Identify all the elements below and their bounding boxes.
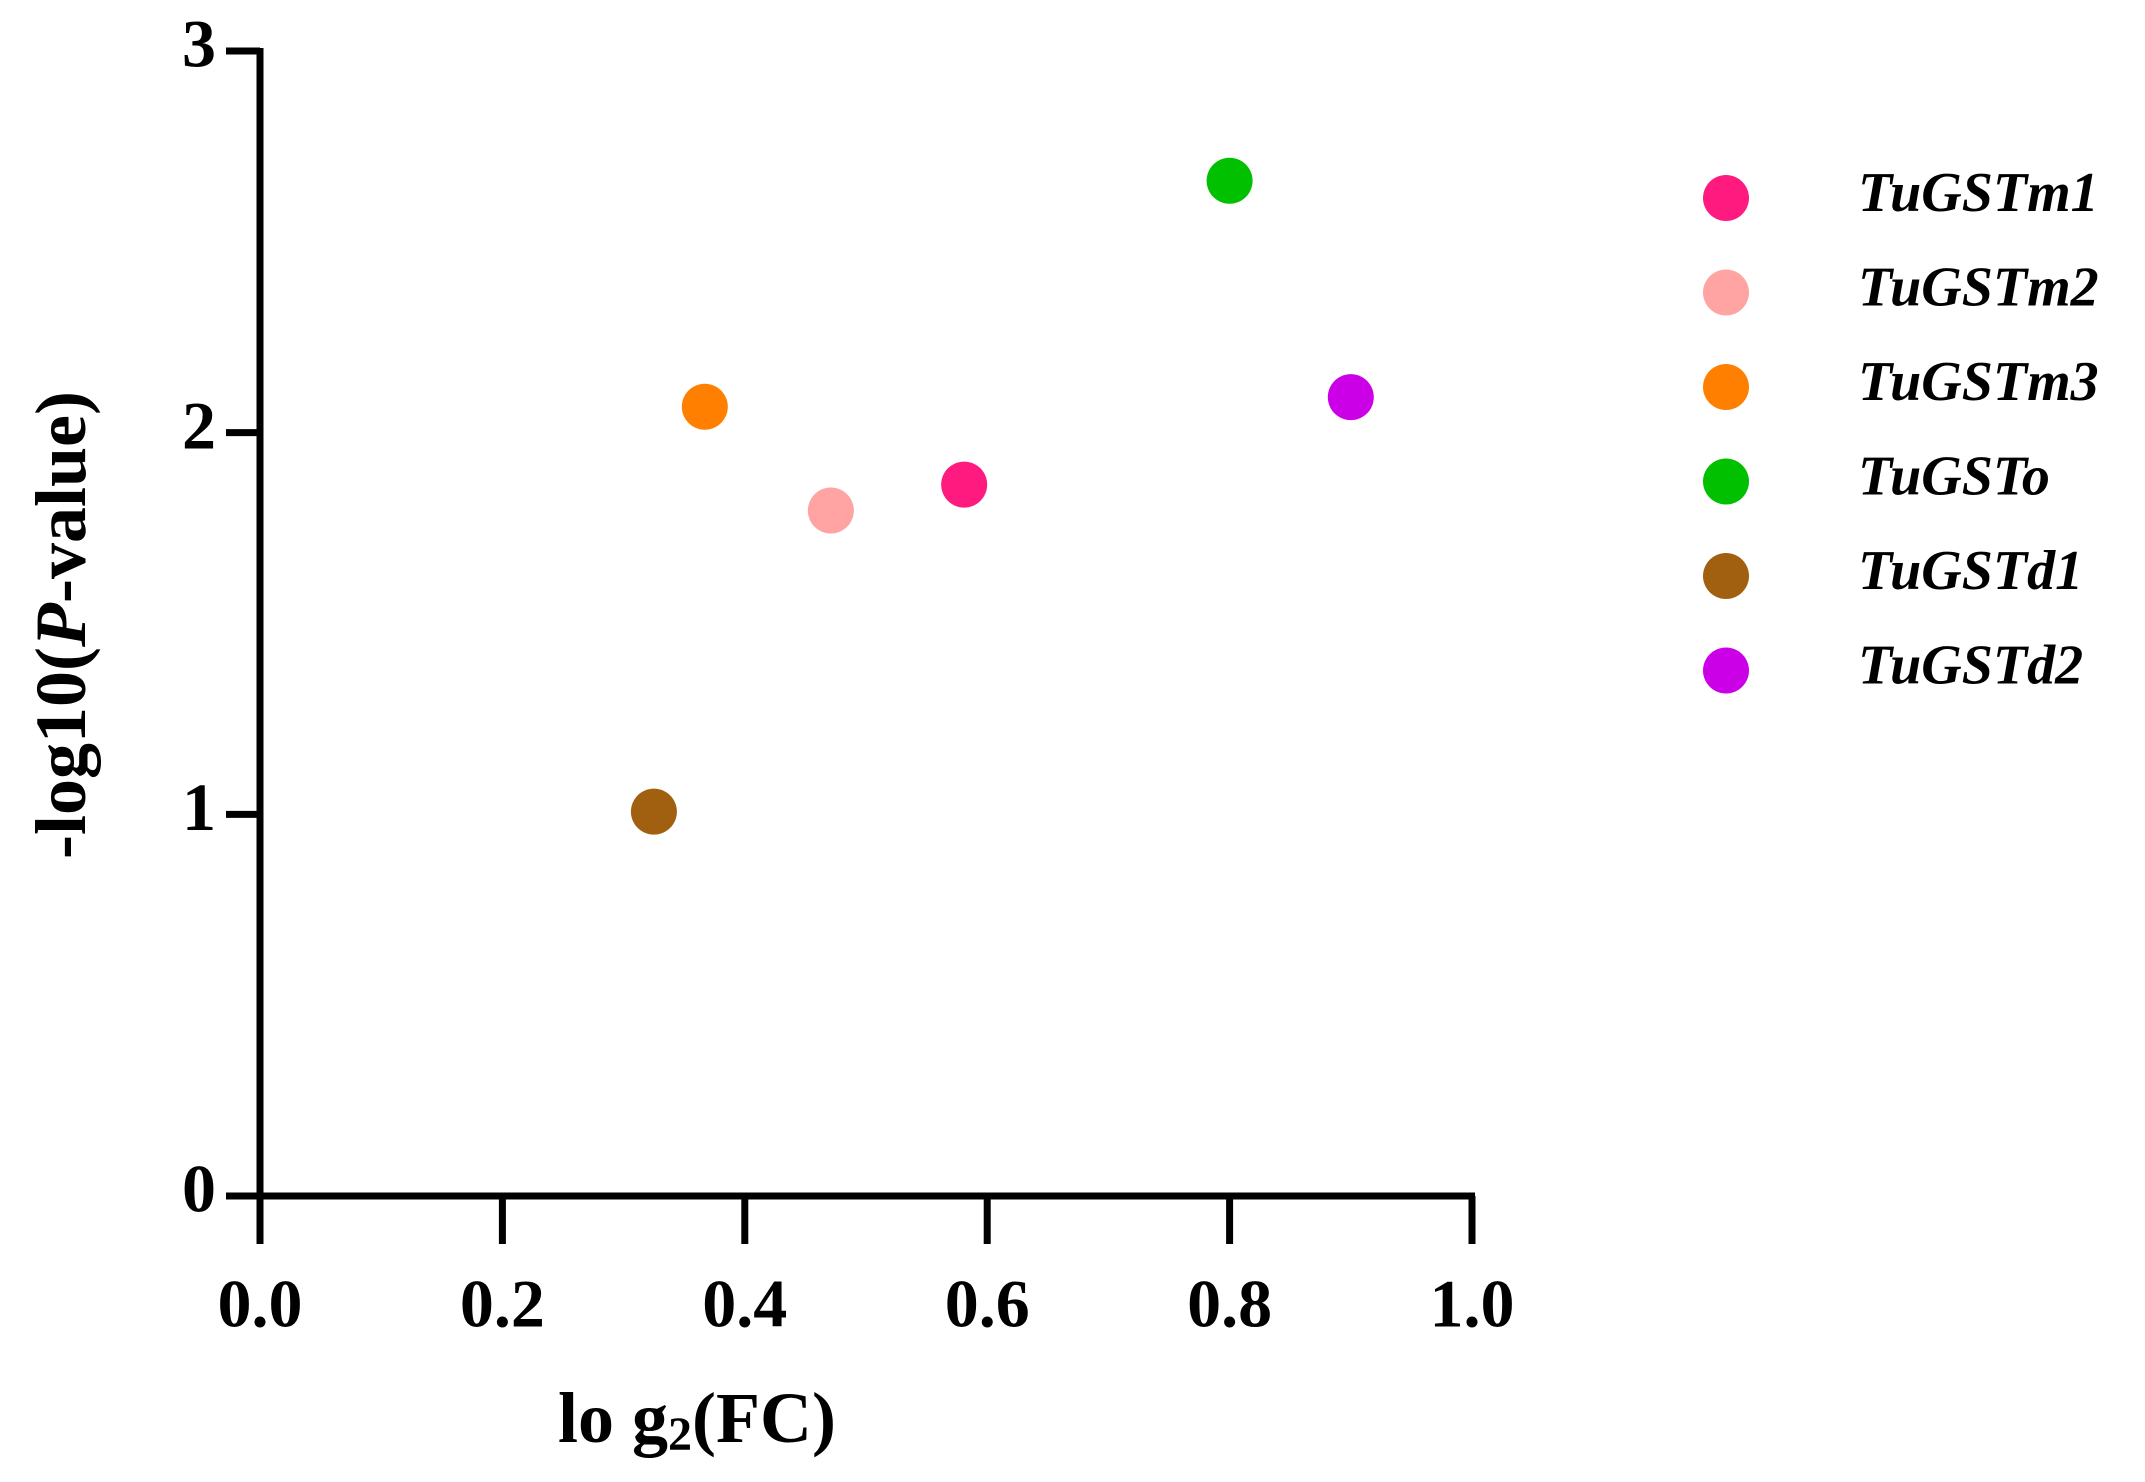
- legend-marker: [1703, 364, 1749, 410]
- point: [630, 788, 677, 835]
- legend-marker: [1703, 458, 1749, 505]
- x-tick-label: 0.0: [218, 1266, 303, 1342]
- legend-marker: [1703, 553, 1749, 599]
- x-tick-label: 0.2: [460, 1266, 545, 1342]
- x-label-part: (FC): [692, 1378, 836, 1458]
- y-label-part: -log10(: [21, 647, 101, 859]
- legend-label: TuGSTm2: [1858, 256, 2099, 318]
- y-tick-label: 1: [182, 769, 216, 845]
- point: [1327, 374, 1374, 421]
- point: [1206, 157, 1253, 204]
- y-axis-label: -log10(P-value): [21, 391, 101, 859]
- x-label-part: lo g: [558, 1378, 668, 1458]
- legend-marker: [1703, 269, 1749, 316]
- x-axis-label: lo g2(FC): [558, 1378, 836, 1462]
- x-tick-label: 0.4: [702, 1266, 787, 1342]
- legend-marker: [1703, 647, 1749, 694]
- y-tick-label: 3: [182, 6, 216, 82]
- legend-label: TuGSTd1: [1858, 540, 2083, 602]
- point: [681, 383, 728, 430]
- legend-label: TuGSTo: [1858, 445, 2050, 507]
- legend-label: TuGSTd2: [1858, 634, 2083, 696]
- x-tick-label: 0.6: [945, 1266, 1030, 1342]
- legend-label: TuGSTm1: [1858, 162, 2099, 224]
- y-tick-label: 0: [182, 1151, 216, 1227]
- x-label-sub: 2: [668, 1408, 692, 1461]
- y-label-part: -value): [21, 391, 101, 603]
- y-tick-label: 2: [182, 387, 216, 463]
- x-tick-label: 1.0: [1430, 1266, 1515, 1342]
- x-tick-label: 0.8: [1187, 1266, 1272, 1342]
- y-label-part: P: [21, 602, 101, 648]
- legend-marker: [1703, 175, 1749, 221]
- legend-label: TuGSTm3: [1858, 351, 2099, 413]
- point: [807, 487, 854, 534]
- point: [941, 461, 988, 508]
